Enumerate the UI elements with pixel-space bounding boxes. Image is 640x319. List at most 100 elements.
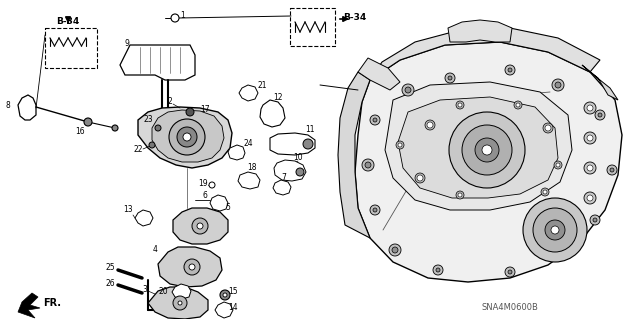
Circle shape: [445, 73, 455, 83]
Circle shape: [436, 268, 440, 272]
Text: 10: 10: [293, 153, 303, 162]
Circle shape: [173, 296, 187, 310]
Circle shape: [456, 101, 464, 109]
Circle shape: [169, 119, 205, 155]
Polygon shape: [148, 287, 208, 319]
Circle shape: [183, 133, 191, 141]
Circle shape: [482, 145, 492, 155]
Circle shape: [186, 108, 194, 116]
Circle shape: [593, 218, 597, 222]
Polygon shape: [18, 293, 40, 318]
Polygon shape: [238, 172, 260, 189]
Text: 9: 9: [125, 39, 129, 48]
Circle shape: [514, 101, 522, 109]
Polygon shape: [270, 133, 315, 155]
Polygon shape: [448, 20, 512, 42]
Text: 23: 23: [143, 115, 153, 124]
Circle shape: [458, 103, 462, 107]
Circle shape: [373, 208, 377, 212]
Text: 5: 5: [225, 203, 230, 211]
Circle shape: [543, 123, 553, 133]
Circle shape: [171, 14, 179, 22]
Circle shape: [516, 103, 520, 107]
Circle shape: [508, 270, 512, 274]
Circle shape: [462, 125, 512, 175]
Polygon shape: [370, 28, 600, 80]
Circle shape: [402, 84, 414, 96]
Circle shape: [456, 191, 464, 199]
Text: 16: 16: [75, 128, 85, 137]
Text: B-34: B-34: [344, 13, 367, 23]
Text: 26: 26: [105, 278, 115, 287]
Polygon shape: [135, 210, 153, 226]
Circle shape: [607, 165, 617, 175]
Circle shape: [189, 264, 195, 270]
Polygon shape: [152, 110, 224, 162]
Text: FR.: FR.: [43, 298, 61, 308]
Circle shape: [541, 188, 549, 196]
Circle shape: [362, 159, 374, 171]
Circle shape: [543, 190, 547, 194]
Circle shape: [555, 82, 561, 88]
Polygon shape: [273, 180, 291, 195]
Text: 13: 13: [123, 205, 133, 214]
Circle shape: [192, 218, 208, 234]
Circle shape: [392, 247, 398, 253]
Circle shape: [587, 165, 593, 171]
Polygon shape: [172, 284, 191, 299]
Circle shape: [177, 127, 197, 147]
Polygon shape: [260, 100, 285, 127]
Circle shape: [417, 175, 423, 181]
Text: 22: 22: [133, 145, 143, 154]
Text: 19: 19: [198, 179, 208, 188]
Circle shape: [595, 110, 605, 120]
Polygon shape: [385, 82, 572, 210]
Text: 1: 1: [180, 11, 186, 20]
Text: 24: 24: [243, 138, 253, 147]
Circle shape: [584, 102, 596, 114]
Circle shape: [584, 162, 596, 174]
Text: 18: 18: [247, 164, 257, 173]
Text: SNA4M0600B: SNA4M0600B: [481, 303, 538, 313]
Circle shape: [220, 290, 230, 300]
Circle shape: [84, 118, 92, 126]
Circle shape: [425, 120, 435, 130]
Circle shape: [155, 125, 161, 131]
Polygon shape: [210, 195, 228, 211]
Text: 25: 25: [105, 263, 115, 271]
Circle shape: [505, 267, 515, 277]
Circle shape: [405, 87, 411, 93]
Text: 11: 11: [305, 125, 315, 135]
Polygon shape: [158, 247, 222, 287]
Circle shape: [475, 138, 499, 162]
Polygon shape: [338, 72, 370, 238]
Polygon shape: [120, 45, 195, 80]
Polygon shape: [228, 145, 245, 160]
Text: 20: 20: [158, 286, 168, 295]
Circle shape: [223, 293, 227, 297]
Circle shape: [209, 182, 215, 188]
Text: 2: 2: [168, 98, 172, 107]
Circle shape: [370, 115, 380, 125]
Circle shape: [178, 301, 182, 305]
Circle shape: [587, 135, 593, 141]
Circle shape: [551, 226, 559, 234]
Polygon shape: [398, 97, 558, 198]
Circle shape: [590, 215, 600, 225]
Circle shape: [458, 193, 462, 197]
Text: 12: 12: [273, 93, 283, 101]
Text: 4: 4: [152, 246, 157, 255]
Circle shape: [448, 76, 452, 80]
Circle shape: [584, 132, 596, 144]
Polygon shape: [215, 302, 233, 318]
Polygon shape: [173, 208, 228, 244]
Circle shape: [373, 118, 377, 122]
Circle shape: [112, 125, 118, 131]
Circle shape: [365, 162, 371, 168]
Circle shape: [505, 65, 515, 75]
Text: B-34: B-34: [56, 18, 79, 26]
Circle shape: [545, 125, 551, 131]
Text: 7: 7: [282, 173, 287, 182]
Polygon shape: [274, 160, 306, 181]
Circle shape: [610, 168, 614, 172]
